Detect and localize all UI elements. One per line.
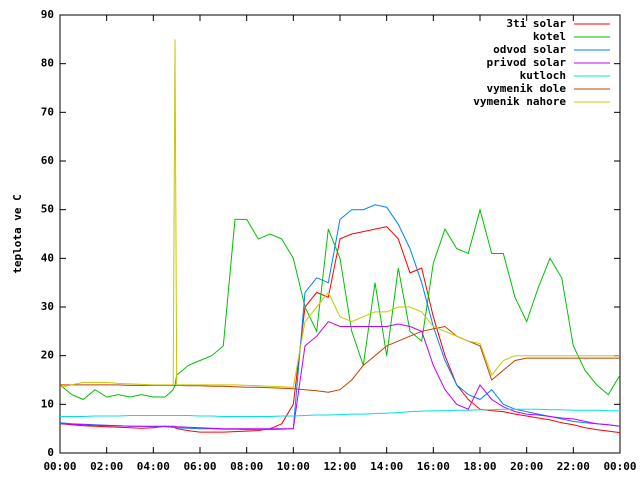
series-line [59,320,621,430]
x-tick-label: 14:00 [370,460,403,473]
x-tick-label: 06:00 [183,460,216,473]
x-tick-label: 04:00 [137,460,170,473]
x-tick-label: 08:00 [230,460,263,473]
y-tick-label: 10 [41,397,54,410]
legend-label: vymenik dole [487,82,567,95]
x-tick-label: 18:00 [463,460,496,473]
series-line [59,207,621,401]
x-tick-label: 00:00 [603,460,636,473]
x-tick-label: 12:00 [323,460,356,473]
y-tick-label: 50 [41,203,54,216]
legend-label: vymenik nahore [473,95,566,108]
legend-label: kutloch [520,69,566,82]
y-tick-label: 0 [47,446,54,459]
legend-label: 3ti solar [506,17,566,30]
y-tick-label: 60 [41,154,54,167]
y-axis-label: teplota ve C [11,194,24,273]
x-tick-label: 02:00 [90,460,123,473]
y-tick-label: 40 [41,251,54,264]
x-tick-label: 00:00 [43,460,76,473]
x-tick-label: 20:00 [510,460,543,473]
y-tick-label: 90 [41,8,54,21]
legend-label: kotel [533,30,566,43]
series-line [60,408,620,417]
x-tick-label: 16:00 [417,460,450,473]
y-tick-label: 70 [41,105,54,118]
x-tick-label: 22:00 [557,460,590,473]
legend-label: privod solar [487,56,567,69]
y-tick-label: 20 [41,349,54,362]
y-tick-label: 80 [41,57,54,70]
series-line [60,325,620,393]
series-line [59,39,620,388]
y-tick-label: 30 [41,300,54,313]
legend-label: odvod solar [493,43,566,56]
x-tick-label: 10:00 [277,460,310,473]
